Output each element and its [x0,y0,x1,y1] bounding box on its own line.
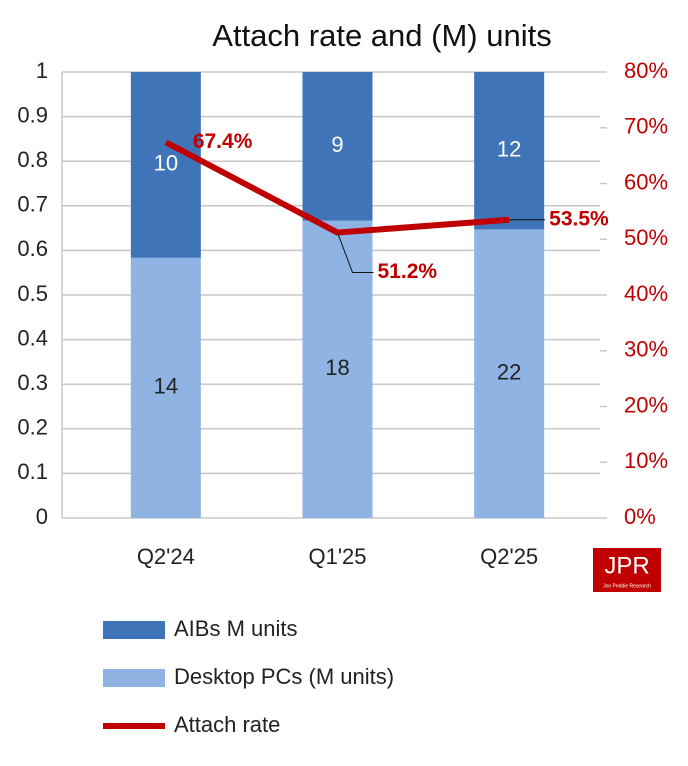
leader-line [337,232,374,274]
bar-segment [130,72,201,258]
y2-tick-label: 80% [624,58,668,83]
bar-value-label: 10 [154,151,178,176]
x-tick-label: Q1'25 [308,544,366,569]
y2-tick-label: 40% [624,281,668,306]
line-value-label: 67.4% [193,130,253,153]
x-tick-label: Q2'25 [480,544,538,569]
bar-segment [130,257,201,518]
legend-label: AIBs M units [174,616,297,641]
y-tick-label: 0.4 [17,325,48,350]
legend-swatch [103,669,165,687]
logo-subtitle: Jon Peddie Research [603,583,651,589]
bar-segment [474,72,545,230]
bar-segment [302,220,373,518]
y-tick-label: 0.8 [17,147,48,172]
bar-value-label: 12 [497,137,521,162]
legend-label: Desktop PCs (M units) [174,664,394,689]
y2-tick-label: 60% [624,169,668,194]
y-tick-label: 0.1 [17,459,48,484]
legend-swatch [103,621,165,639]
y-tick-label: 0.3 [17,370,48,395]
legend-label: Attach rate [174,712,280,737]
y2-tick-label: 10% [624,448,668,473]
y2-tick-label: 0% [624,504,656,529]
y-tick-label: 0 [36,504,48,529]
y2-tick-label: 20% [624,392,668,417]
y-tick-label: 0.2 [17,415,48,440]
x-tick-label: Q2'24 [137,544,195,569]
y2-tick-label: 70% [624,114,668,139]
bar-segment [302,72,373,221]
y-tick-label: 0.9 [17,102,48,127]
line-value-label: 51.2% [378,260,438,283]
bar-value-label: 22 [497,360,521,385]
logo-box [593,548,661,592]
bar-value-label: 9 [331,132,343,157]
y-tick-label: 0.7 [17,192,48,217]
y2-tick-label: 30% [624,337,668,362]
line-value-label: 53.5% [549,207,609,230]
bar-segment [474,229,545,519]
y-tick-label: 1 [36,58,48,83]
y2-tick-label: 50% [624,225,668,250]
bar-value-label: 18 [325,355,349,380]
logo: JPR [604,552,649,579]
bar-value-label: 14 [154,374,178,399]
y-tick-label: 0.5 [17,281,48,306]
chart-title: Attach rate and (M) units [212,18,551,53]
y-tick-label: 0.6 [17,236,48,261]
